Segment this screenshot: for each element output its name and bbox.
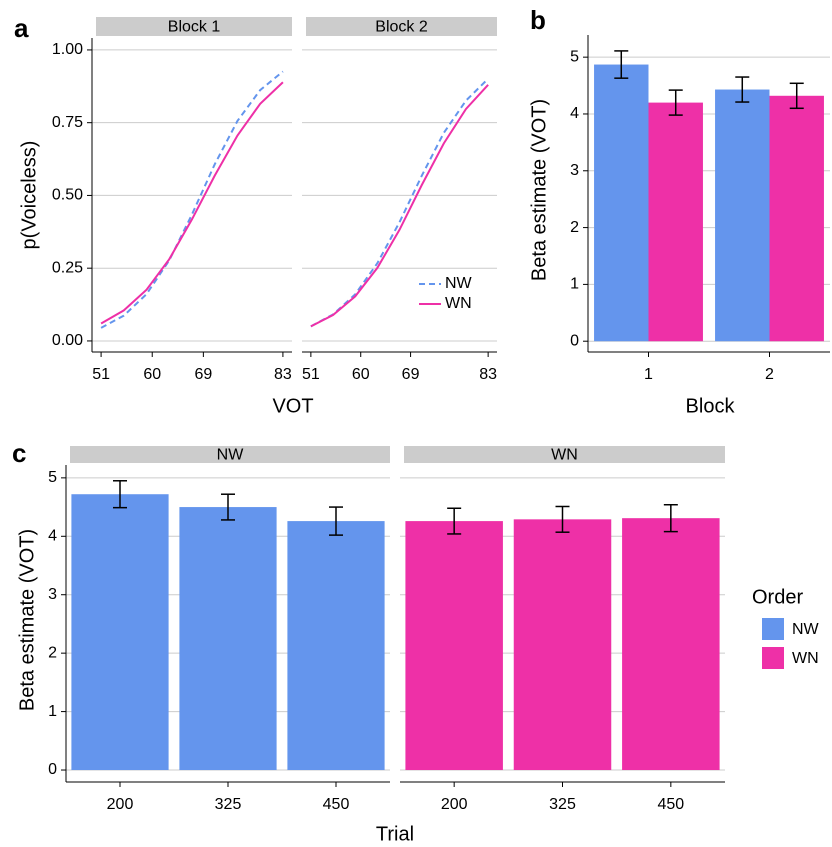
x-tick-label: 200 bbox=[107, 796, 134, 813]
x-tick-label: 2 bbox=[765, 366, 774, 383]
x-tick-label: 325 bbox=[549, 796, 576, 813]
bar bbox=[71, 494, 169, 771]
x-tick-label: 1 bbox=[644, 366, 653, 383]
y-tick-label: 0 bbox=[570, 332, 579, 349]
facet-strip bbox=[96, 17, 292, 36]
x-axis-title: Block bbox=[686, 395, 736, 417]
panel-label: b bbox=[530, 5, 546, 35]
y-tick-label: 0.50 bbox=[52, 187, 83, 204]
legend-key bbox=[762, 618, 784, 640]
y-tick-label: 2 bbox=[48, 644, 57, 661]
y-axis-title: p(Voiceless) bbox=[18, 141, 40, 250]
error-bar bbox=[668, 89, 683, 116]
error-bar bbox=[329, 506, 343, 536]
legend-label: WN bbox=[445, 295, 472, 312]
error-bar bbox=[663, 503, 678, 533]
bar bbox=[405, 521, 503, 771]
y-tick-label: 5 bbox=[570, 48, 579, 65]
y-tick-label: 3 bbox=[48, 586, 57, 603]
x-tick-label: 51 bbox=[92, 366, 110, 383]
y-tick-label: 4 bbox=[570, 105, 579, 122]
error-bar bbox=[614, 50, 629, 79]
bar bbox=[622, 518, 720, 771]
x-tick-label: 83 bbox=[274, 366, 292, 383]
x-tick-label: 83 bbox=[479, 366, 497, 383]
error-bar bbox=[555, 505, 570, 533]
error-bar bbox=[447, 507, 462, 535]
bar bbox=[513, 519, 612, 771]
legend-label: NW bbox=[792, 621, 820, 638]
x-tick-label: 450 bbox=[323, 796, 350, 813]
bar bbox=[715, 89, 770, 342]
x-tick-label: 200 bbox=[441, 796, 468, 813]
y-tick-label: 3 bbox=[570, 162, 579, 179]
panel-label: c bbox=[12, 438, 26, 468]
y-tick-label: 1 bbox=[48, 703, 57, 720]
x-tick-label: 325 bbox=[215, 796, 242, 813]
x-tick-label: 450 bbox=[657, 796, 684, 813]
bar bbox=[648, 102, 703, 342]
facet-strip bbox=[404, 446, 725, 463]
y-tick-label: 4 bbox=[48, 528, 57, 545]
y-axis-title: Beta estimate (VOT) bbox=[16, 529, 38, 711]
legend-label: WN bbox=[792, 650, 819, 667]
line-series bbox=[310, 84, 489, 328]
y-tick-label: 2 bbox=[570, 219, 579, 236]
x-tick-label: 60 bbox=[143, 366, 161, 383]
y-tick-label: 0.25 bbox=[52, 259, 83, 276]
facet-label: WN bbox=[551, 447, 578, 464]
facet-strip bbox=[306, 17, 497, 36]
legend-key bbox=[762, 647, 784, 669]
y-tick-label: 0 bbox=[48, 761, 57, 778]
y-tick-label: 1 bbox=[570, 276, 579, 293]
legend-label: NW bbox=[445, 275, 473, 292]
y-tick-label: 1.00 bbox=[52, 41, 83, 58]
y-tick-label: 0.00 bbox=[52, 332, 83, 349]
facet-label: Block 2 bbox=[375, 19, 428, 36]
error-bar bbox=[113, 480, 127, 509]
x-axis-title: Trial bbox=[376, 823, 414, 845]
x-tick-label: 69 bbox=[194, 366, 212, 383]
facet-strip bbox=[70, 446, 390, 463]
error-bar bbox=[221, 493, 235, 521]
bar bbox=[287, 521, 385, 771]
bar bbox=[594, 64, 649, 342]
panel-label: a bbox=[14, 13, 29, 43]
x-tick-label: 69 bbox=[402, 366, 420, 383]
y-tick-label: 5 bbox=[48, 469, 57, 486]
line-series bbox=[100, 81, 284, 325]
y-axis-title: Beta estimate (VOT) bbox=[528, 99, 550, 281]
facet-label: NW bbox=[217, 447, 245, 464]
x-axis-title: VOT bbox=[272, 395, 313, 417]
legend-title: Order bbox=[752, 586, 803, 608]
y-tick-label: 0.75 bbox=[52, 114, 83, 131]
x-tick-label: 60 bbox=[352, 366, 370, 383]
bar bbox=[769, 95, 824, 342]
error-bar bbox=[789, 82, 804, 110]
error-bar bbox=[735, 76, 750, 103]
x-tick-label: 51 bbox=[302, 366, 320, 383]
facet-label: Block 1 bbox=[168, 19, 221, 36]
bar bbox=[179, 507, 277, 771]
